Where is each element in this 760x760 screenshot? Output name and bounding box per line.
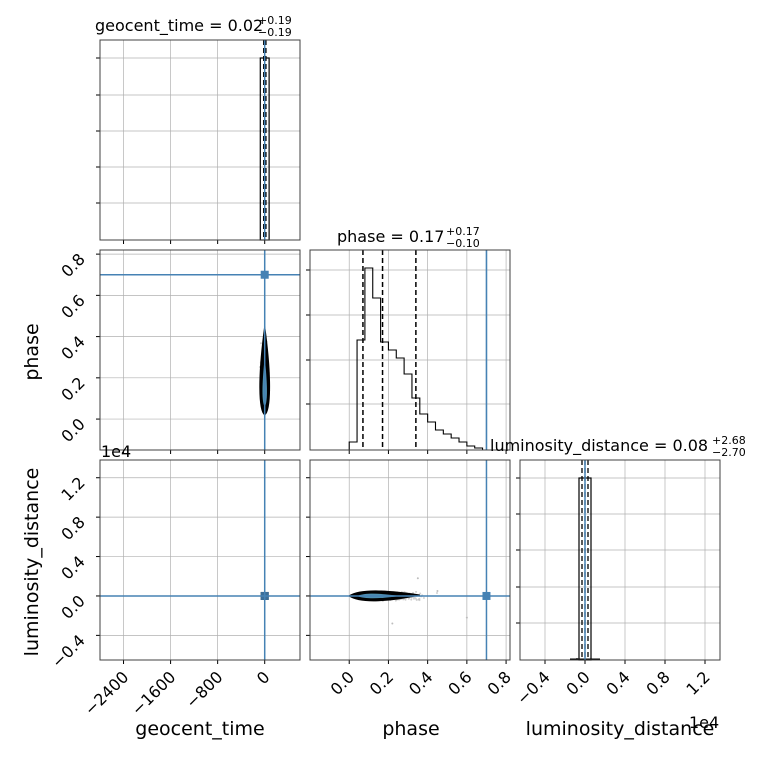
scatter-ld-phase-truth-marker bbox=[482, 591, 491, 600]
scatter-ld-phase-outlier bbox=[465, 616, 468, 619]
tick-label-geocent-x: −1600 bbox=[128, 667, 180, 719]
title-phase-sup: +0.17 bbox=[446, 225, 480, 238]
tick-label-ld-y: 0.8 bbox=[57, 513, 88, 544]
tick-label-phase-x: 0.0 bbox=[327, 667, 358, 698]
title-luminosity-distance: luminosity_distance = 0.08 bbox=[490, 436, 708, 456]
tick-label-phase-y: 0.8 bbox=[57, 250, 88, 281]
tick-label-ld-y: 0.4 bbox=[57, 552, 88, 583]
tick-label-ld-x: −0.4 bbox=[513, 667, 554, 708]
scatter-ld-phase-sample bbox=[436, 592, 439, 595]
tick-label-ld-x: 0.8 bbox=[642, 667, 673, 698]
scatter-ld-phase-outlier bbox=[436, 590, 439, 593]
tick-label-phase-y: 0.2 bbox=[57, 373, 88, 404]
scatter-ld-phase-sample bbox=[415, 590, 418, 593]
title-phase-sub: −0.10 bbox=[446, 237, 480, 250]
scatter-ld-phase-sample bbox=[414, 597, 417, 600]
tick-label-phase-x: 0.8 bbox=[483, 667, 514, 698]
tick-label-ld-y: 1.2 bbox=[57, 473, 88, 504]
hist-geocent-time-frame bbox=[99, 39, 301, 241]
offset-text-y: 1e4 bbox=[101, 442, 131, 461]
scatter-phase-geocent-bg bbox=[100, 250, 300, 450]
tick-label-geocent-x: −800 bbox=[182, 667, 227, 712]
title-geocent-time-sup: +0.19 bbox=[258, 14, 292, 27]
title-luminosity-distance-sub: −2.70 bbox=[712, 446, 746, 459]
scatter-ld-geocent-frame bbox=[99, 459, 301, 661]
scatter-ld-phase-sample bbox=[418, 597, 421, 600]
scatter-ld-phase-sample bbox=[422, 596, 425, 599]
scatter-ld-phase-sample bbox=[412, 597, 415, 600]
scatter-ld-phase-frame bbox=[309, 459, 511, 661]
scatter-ld-phase-outlier bbox=[391, 622, 394, 625]
scatter-ld-geocent-bg bbox=[100, 460, 300, 660]
hist-phase-frame bbox=[309, 249, 511, 451]
tick-label-ld-y: −0.4 bbox=[48, 631, 89, 672]
xlabel-geocent-time: geocent_time bbox=[135, 718, 264, 740]
title-geocent-time: geocent_time = 0.02 bbox=[95, 16, 263, 36]
tick-label-phase-y: 0.4 bbox=[57, 332, 88, 363]
xlabel-phase: phase bbox=[382, 718, 439, 740]
ylabel-luminosity-distance: luminosity_distance bbox=[21, 468, 43, 657]
scatter-ld-phase-bg bbox=[310, 460, 510, 660]
scatter-ld-phase-sample bbox=[402, 598, 405, 601]
tick-label-ld-x: 1.2 bbox=[682, 667, 713, 698]
xlabel-luminosity-distance: luminosity_distance bbox=[526, 718, 715, 740]
tick-label-geocent-x: −2400 bbox=[81, 667, 133, 719]
ylabel-phase: phase bbox=[21, 323, 43, 380]
scatter-ld-phase-outlier bbox=[416, 577, 419, 580]
scatter-ld-phase-sample bbox=[419, 592, 422, 595]
hist-phase-bg bbox=[310, 250, 510, 450]
tick-label-phase-y: 0.6 bbox=[57, 291, 88, 322]
tick-label-phase-y: 0.0 bbox=[57, 414, 88, 445]
offset-text-x: 1e4 bbox=[689, 713, 719, 732]
scatter-ld-geocent-truth-marker bbox=[260, 591, 269, 600]
scatter-ld-phase-sample bbox=[404, 598, 407, 601]
tick-label-phase-x: 0.6 bbox=[444, 667, 475, 698]
scatter-phase-geocent-sample bbox=[260, 342, 263, 345]
hist-geocent-time-bg bbox=[100, 40, 300, 240]
panels-layer: 0.00.20.40.60.8−0.40.00.40.81.2−2400−160… bbox=[48, 39, 721, 719]
scatter-phase-geocent-frame bbox=[99, 249, 301, 451]
title-luminosity-distance-sup: +2.68 bbox=[712, 434, 746, 447]
hist-phase-steps bbox=[341, 267, 499, 451]
scatter-ld-phase-sample bbox=[410, 598, 413, 601]
tick-label-ld-x: 0.0 bbox=[562, 667, 593, 698]
tick-label-geocent-x: 0 bbox=[253, 667, 274, 688]
scatter-ld-phase-sample bbox=[415, 599, 418, 602]
title-geocent-time-sub: −0.19 bbox=[258, 26, 292, 39]
tick-label-phase-x: 0.4 bbox=[405, 667, 436, 698]
title-phase: phase = 0.17 bbox=[337, 227, 444, 246]
tick-label-ld-y: 0.0 bbox=[57, 591, 88, 622]
hist-luminosity-distance-bg bbox=[520, 460, 720, 660]
hist-luminosity-distance-frame bbox=[519, 459, 721, 661]
tick-label-phase-x: 0.2 bbox=[366, 667, 397, 698]
tick-label-ld-x: 0.4 bbox=[602, 667, 633, 698]
scatter-phase-geocent-truth-marker bbox=[260, 270, 269, 279]
